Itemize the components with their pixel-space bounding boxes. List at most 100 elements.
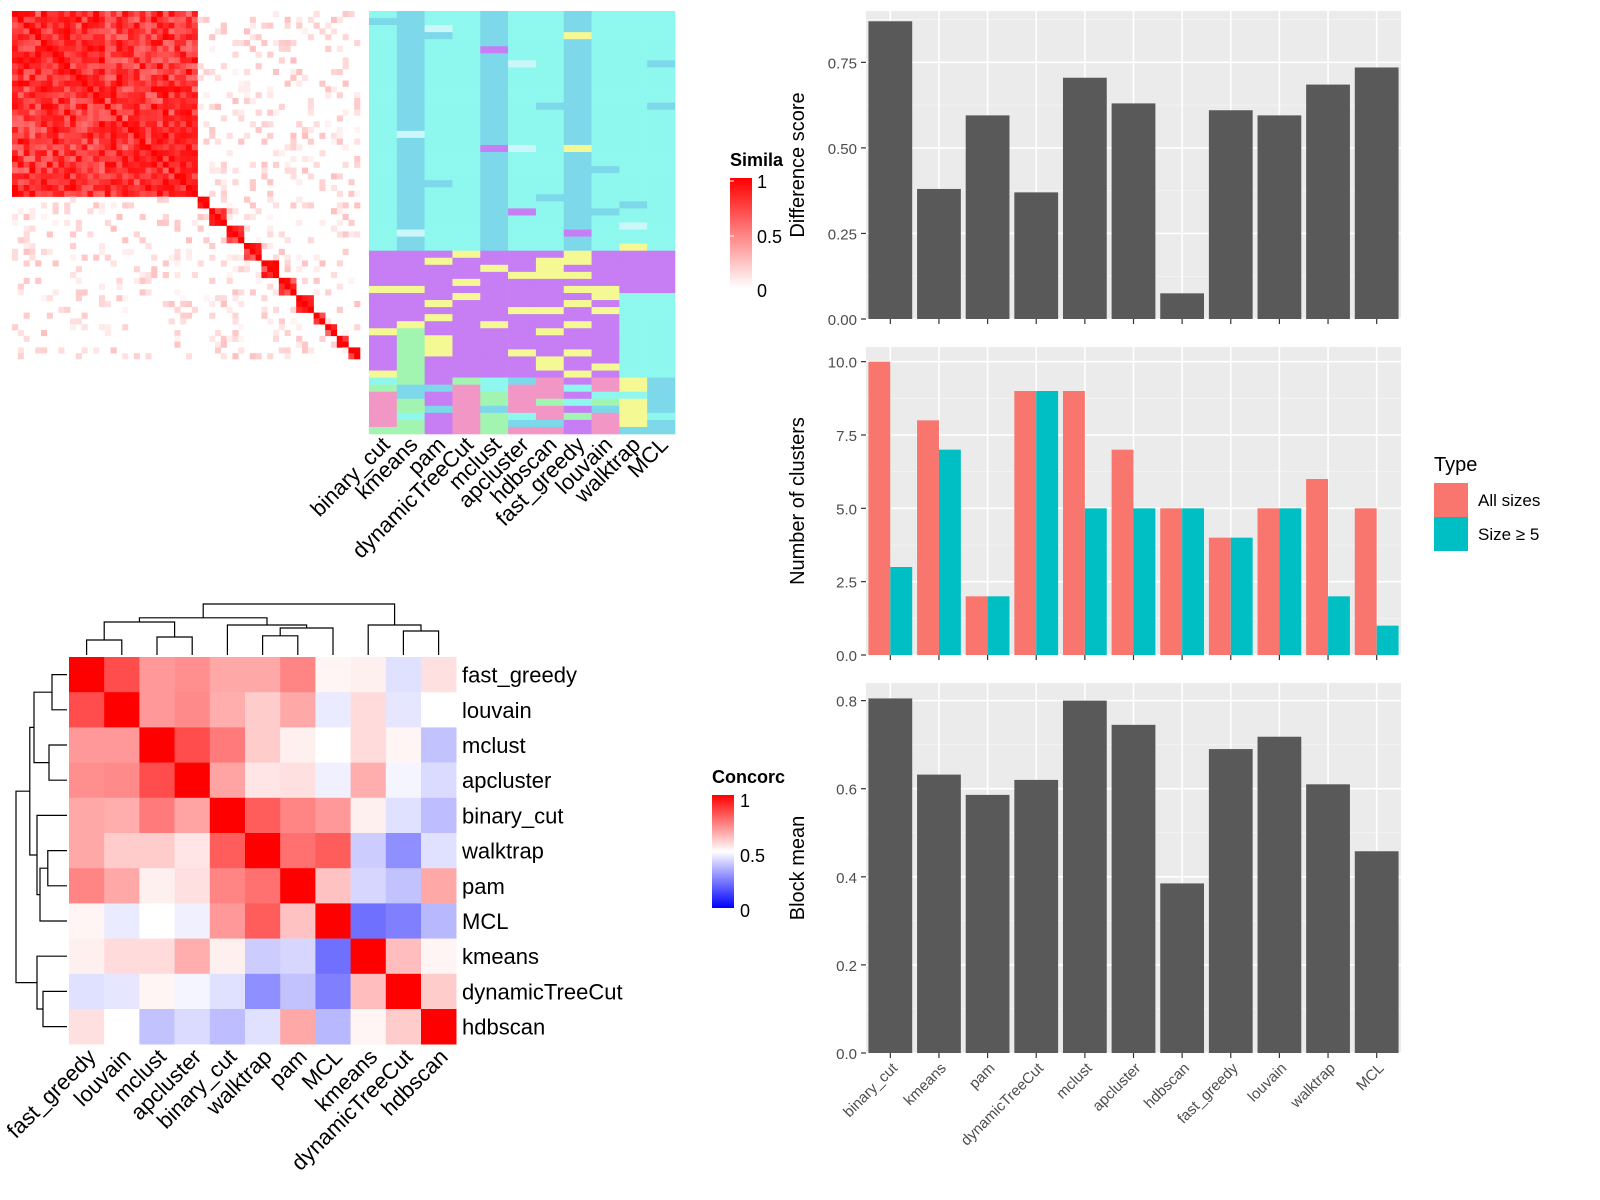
- assignment-cell: [563, 215, 592, 223]
- similarity-cell: [41, 161, 48, 168]
- assignment-cell: [508, 39, 537, 47]
- bar: [1208, 749, 1253, 1053]
- similarity-cell: [261, 167, 268, 174]
- similarity-cell: [133, 11, 140, 18]
- assignment-cell: [508, 222, 537, 230]
- similarity-cell: [35, 179, 42, 186]
- similarity-cell: [290, 277, 297, 284]
- assignment-cell: [424, 293, 453, 301]
- similarity-cell: [93, 34, 100, 41]
- similarity-cell: [238, 225, 245, 232]
- similarity-cell: [116, 214, 123, 221]
- assignment-cell: [647, 166, 676, 174]
- similarity-cell: [104, 156, 111, 163]
- assignment-cell: [452, 130, 481, 139]
- similarity-cell: [249, 214, 256, 221]
- assignment-cell: [508, 229, 537, 237]
- assignment-cell: [619, 32, 648, 40]
- similarity-cell: [220, 179, 227, 186]
- similarity-cell: [46, 121, 53, 128]
- similarity-cell: [23, 92, 30, 99]
- similarity-cell: [168, 254, 175, 261]
- similarity-cell: [342, 202, 349, 209]
- assignment-cell: [591, 109, 620, 118]
- concordance-cell: [139, 727, 175, 763]
- assignment-cell: [535, 412, 565, 421]
- similarity-cell: [284, 40, 291, 47]
- similarity-cell: [139, 45, 146, 52]
- similarity-cell: [273, 69, 280, 76]
- similarity-cell: [174, 74, 181, 81]
- similarity-cell: [267, 92, 274, 99]
- similarity-cell: [122, 63, 129, 70]
- assignment-cell: [369, 356, 398, 364]
- similarity-cell: [191, 219, 198, 226]
- bar: [965, 115, 1010, 319]
- similarity-cell: [99, 40, 106, 47]
- similarity-cell: [23, 22, 30, 29]
- similarity-cell: [273, 266, 280, 273]
- similarity-cell: [174, 156, 181, 163]
- assignment-cell: [619, 236, 648, 244]
- similarity-cell: [12, 254, 19, 261]
- similarity-cell: [93, 45, 100, 52]
- similarity-cell: [226, 231, 233, 238]
- similarity-cell: [41, 109, 48, 116]
- assignment-cell: [647, 102, 676, 110]
- similarity-cell: [139, 28, 146, 35]
- similarity-cell: [284, 277, 291, 284]
- similarity-cell: [203, 16, 210, 23]
- similarity-cell: [325, 324, 332, 331]
- similarity-cell: [23, 260, 30, 267]
- similarity-cell: [186, 109, 193, 116]
- similarity-cell: [313, 121, 320, 128]
- concordance-cell: [245, 657, 281, 693]
- assignment-cell: [508, 236, 537, 244]
- concordance-cell: [209, 903, 246, 939]
- assignment-cell: [508, 116, 537, 125]
- concordance-cell: [421, 903, 457, 939]
- similarity-cell: [302, 127, 309, 134]
- similarity-cell: [354, 127, 361, 134]
- similarity-cell: [278, 289, 285, 296]
- assignment-cell: [647, 11, 676, 19]
- similarity-cell: [139, 179, 146, 186]
- similarity-cell: [58, 150, 65, 157]
- assignment-cell: [619, 11, 648, 19]
- similarity-cell: [232, 51, 239, 58]
- similarity-cell: [226, 225, 233, 232]
- assignment-cell: [563, 264, 592, 273]
- similarity-cell: [278, 277, 285, 284]
- assignment-cell: [369, 109, 398, 118]
- similarity-cell: [75, 115, 82, 122]
- similarity-cell: [232, 40, 239, 47]
- similarity-cell: [186, 185, 193, 192]
- assignment-cell: [647, 123, 676, 132]
- assignment-cell: [563, 271, 592, 280]
- similarity-legend-title: Simila: [730, 150, 784, 170]
- similarity-cell: [17, 103, 24, 110]
- similarity-cell: [151, 272, 158, 279]
- assignment-cell: [480, 264, 509, 273]
- assignment-cell: [591, 398, 620, 407]
- similarity-cell: [186, 248, 193, 255]
- assignment-cell: [396, 130, 425, 139]
- similarity-cell: [75, 98, 82, 105]
- similarity-cell: [17, 283, 24, 290]
- similarity-cell: [87, 179, 94, 186]
- similarity-cell: [81, 254, 88, 261]
- similarity-cell: [116, 16, 123, 23]
- similarity-cell: [64, 63, 71, 70]
- assignment-cell: [647, 130, 676, 139]
- similarity-cell: [41, 127, 48, 134]
- similarity-cell: [128, 144, 135, 151]
- similarity-cell: [215, 341, 222, 348]
- similarity-cell: [75, 144, 82, 151]
- similarity-cell: [139, 214, 146, 221]
- assignment-cell: [396, 384, 425, 392]
- assignment-cell: [619, 173, 648, 181]
- similarity-cell: [81, 40, 88, 47]
- similarity-cell: [17, 121, 24, 128]
- similarity-cell: [17, 74, 24, 81]
